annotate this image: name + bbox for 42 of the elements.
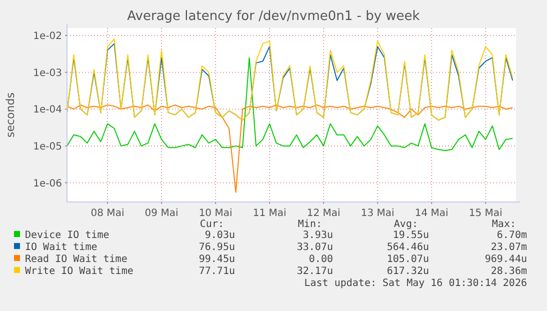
- line-series: [66, 57, 514, 152]
- x-tick-label: 14 Mai: [414, 208, 448, 219]
- x-tick-label: 09 Mai: [144, 208, 178, 219]
- text: 23.07m: [490, 242, 527, 253]
- text: 617.32u: [386, 266, 429, 277]
- text: 0.00: [308, 254, 333, 265]
- text: 6.70m: [496, 230, 527, 241]
- text: 19.55u: [392, 230, 429, 241]
- text: Cur:: [200, 219, 224, 230]
- text: 33.07u: [296, 242, 333, 253]
- text: 9.03u: [204, 230, 235, 241]
- legend-label: Device IO time: [25, 230, 110, 241]
- text: Last update: Sat May 16 01:30:14 2026: [304, 278, 527, 289]
- line-series: [66, 104, 514, 193]
- x-tick-label: 13 Mai: [360, 208, 394, 219]
- text: 77.71u: [198, 266, 235, 277]
- legend-label: Write IO Wait time: [25, 266, 134, 277]
- chart-title: Average latency for /dev/nvme0n1 - by week: [127, 9, 420, 24]
- text: 969.44u: [484, 254, 527, 265]
- text: 99.45u: [198, 254, 235, 265]
- y-tick-label: 1e-05: [33, 141, 62, 152]
- text: 3.93u: [302, 230, 333, 241]
- legend-label: IO Wait time: [25, 242, 98, 253]
- y-tick-label: 1e-02: [33, 31, 62, 42]
- text: 564.46u: [386, 242, 429, 253]
- x-tick-label: 10 Mai: [198, 208, 232, 219]
- x-tick-label: 08 Mai: [90, 208, 124, 219]
- y-axis-title: seconds: [4, 92, 17, 138]
- text: 28.36m: [490, 266, 527, 277]
- legend-label: Read IO Wait time: [25, 254, 128, 265]
- y-tick-label: 1e-06: [33, 178, 62, 190]
- text: 76.95u: [198, 242, 235, 253]
- y-tick-label: 1e-03: [33, 68, 62, 79]
- text: Min:: [298, 219, 322, 230]
- x-tick-label: 12 Mai: [306, 208, 340, 219]
- x-tick-label: 15 Mai: [468, 208, 502, 219]
- x-tick-label: 11 Mai: [252, 208, 286, 219]
- text: Avg:: [394, 219, 418, 230]
- y-tick-label: 1e-04: [33, 104, 62, 116]
- text: 105.07u: [386, 254, 429, 265]
- text: 32.17u: [296, 266, 333, 277]
- text: Max:: [492, 219, 516, 230]
